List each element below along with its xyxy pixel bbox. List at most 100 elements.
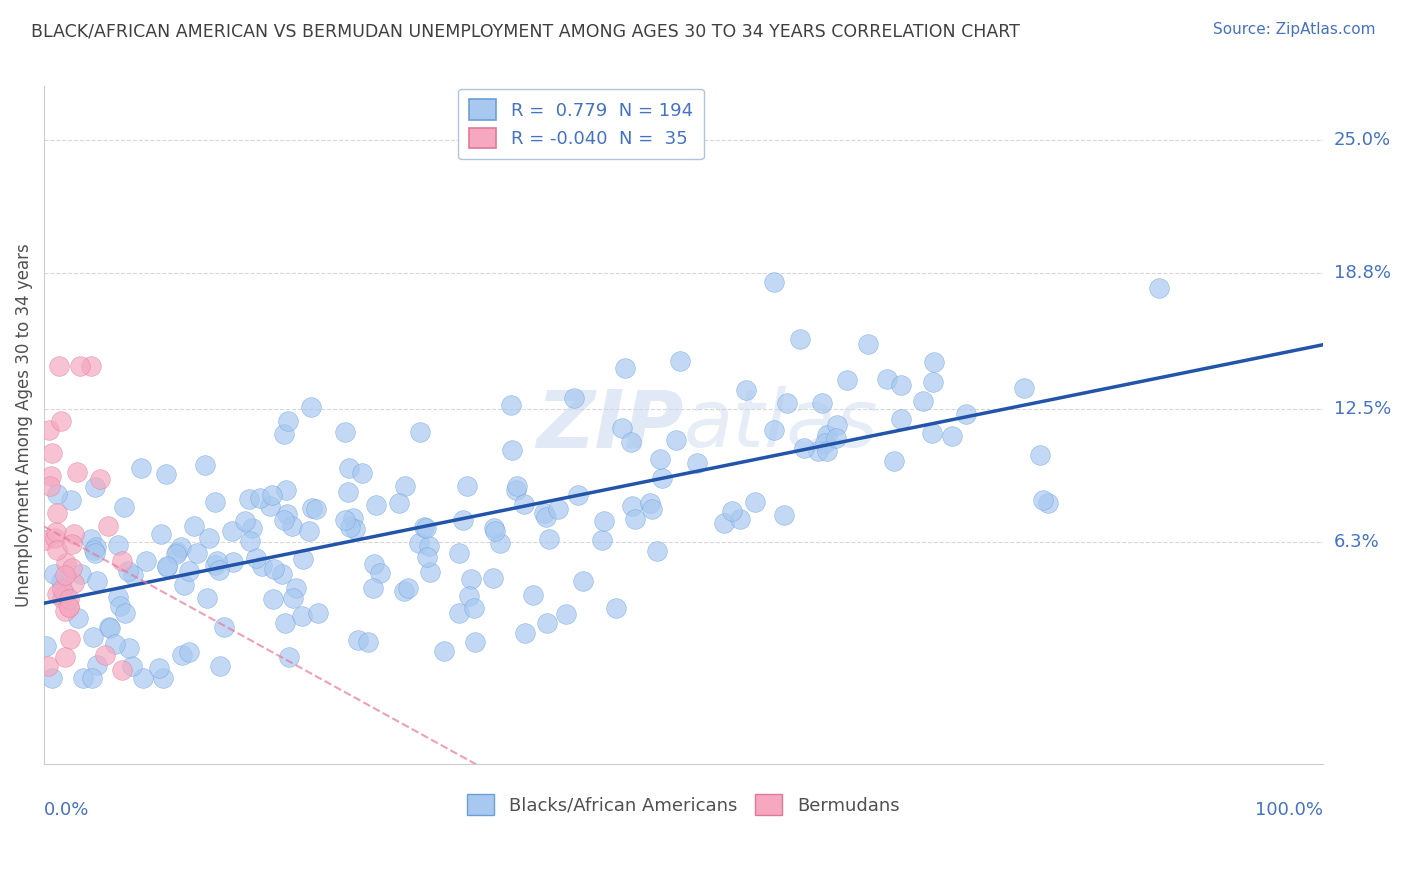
Point [451,513,474,527]
Point [501,443,523,458]
Point [762,275,785,289]
Point [350,467,373,481]
Point [89,472,111,486]
Point [250,558,273,573]
Point [396,582,419,596]
Point [433,644,456,658]
Point [547,502,569,516]
Point [562,391,585,405]
Point [186,546,208,560]
Point [301,500,323,515]
Point [58,599,80,614]
Point [342,511,364,525]
Point [111,554,134,568]
Point [648,452,671,467]
Point [876,372,898,386]
Point [624,512,647,526]
Point [86,574,108,588]
Point [817,427,839,442]
Point [911,394,934,409]
Point [165,547,187,561]
Point [281,519,304,533]
Point [84,480,107,494]
Point [307,607,329,621]
Point [793,442,815,456]
Point [98,621,121,635]
Point [69,359,91,373]
Point [118,641,141,656]
Point [1147,281,1170,295]
Point [238,492,260,507]
Point [53,604,76,618]
Point [51,414,73,428]
Point [148,661,170,675]
Point [363,558,385,572]
Point [481,571,503,585]
Text: ZIP: ZIP [536,386,683,464]
Point [621,499,644,513]
Text: BLACK/AFRICAN AMERICAN VS BERMUDAN UNEMPLOYMENT AMONG AGES 30 TO 34 YEARS CORREL: BLACK/AFRICAN AMERICAN VS BERMUDAN UNEMP… [31,22,1019,40]
Point [156,558,179,573]
Point [388,496,411,510]
Text: 25.0%: 25.0% [1334,131,1391,149]
Point [204,495,226,509]
Point [890,378,912,392]
Point [172,648,194,663]
Point [273,616,295,631]
Point [922,375,945,389]
Point [1029,448,1052,462]
Point [46,542,69,557]
Point [1014,381,1036,395]
Point [824,431,846,445]
Point [686,456,709,470]
Point [179,645,201,659]
Point [292,551,315,566]
Point [221,524,243,538]
Point [69,567,91,582]
Point [538,533,561,547]
Point [610,421,633,435]
Point [204,558,226,572]
Point [408,425,430,439]
Point [572,574,595,589]
Point [150,526,173,541]
Point [638,496,661,510]
Point [46,587,69,601]
Point [262,591,284,606]
Point [291,609,314,624]
Point [82,631,104,645]
Point [44,531,66,545]
Point [856,336,879,351]
Point [35,639,58,653]
Point [281,591,304,605]
Point [273,513,295,527]
Point [63,575,86,590]
Point [121,659,143,673]
Point [86,658,108,673]
Point [53,587,76,601]
Point [463,601,485,615]
Point [922,355,945,369]
Point [94,648,117,662]
Point [1032,493,1054,508]
Point [277,649,299,664]
Point [522,589,544,603]
Point [156,559,179,574]
Point [51,582,73,596]
Point [773,508,796,522]
Point [955,407,977,421]
Point [245,551,267,566]
Point [60,561,83,575]
Point [567,488,589,502]
Point [214,619,236,633]
Point [744,495,766,509]
Point [37,659,59,673]
Point [921,425,943,440]
Point [129,461,152,475]
Text: 0.0%: 0.0% [44,801,90,819]
Point [333,512,356,526]
Point [337,461,360,475]
Point [98,620,121,634]
Point [605,600,627,615]
Point [713,516,735,530]
